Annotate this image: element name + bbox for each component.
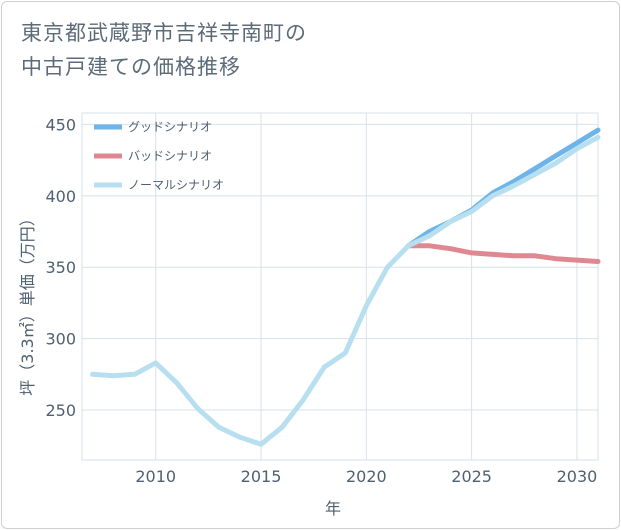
series-lines — [90, 127, 601, 447]
legend-label-0: グッドシナリオ — [128, 120, 212, 134]
legend-label-1: バッドシナリオ — [128, 149, 212, 163]
y-axis-ticks: 250 300 350 400 450 — [45, 115, 76, 420]
y-tick-label-400: 400 — [45, 187, 76, 206]
y-tick-label-250: 250 — [45, 401, 76, 420]
y-tick-label-350: 350 — [45, 258, 76, 277]
chart-title-line-1: 東京都武蔵野市吉祥寺南町の — [21, 21, 307, 45]
series-line-1 — [405, 243, 601, 264]
x-axis-ticks: 2010 2015 2020 2025 2030 — [135, 467, 597, 486]
grid-lines — [81, 112, 599, 461]
x-axis-title: 年 — [325, 499, 341, 518]
series-line-2 — [90, 134, 601, 447]
legend-label-2: ノーマルシナリオ — [128, 178, 224, 192]
y-tick-label-450: 450 — [45, 115, 76, 134]
x-tick-label-2025: 2025 — [451, 467, 492, 486]
chart-title: 東京都武蔵野市吉祥寺南町の 中古戸建ての価格推移 — [21, 16, 307, 84]
x-tick-label-2020: 2020 — [346, 467, 387, 486]
y-tick-label-300: 300 — [45, 330, 76, 349]
x-tick-label-2010: 2010 — [135, 467, 176, 486]
x-tick-label-2015: 2015 — [241, 467, 282, 486]
chart-title-line-2: 中古戸建ての価格推移 — [21, 55, 241, 79]
y-axis-title: 坪（3.3㎡）単価（万円） — [18, 210, 37, 395]
plot-area — [81, 112, 599, 461]
x-tick-label-2030: 2030 — [557, 467, 598, 486]
